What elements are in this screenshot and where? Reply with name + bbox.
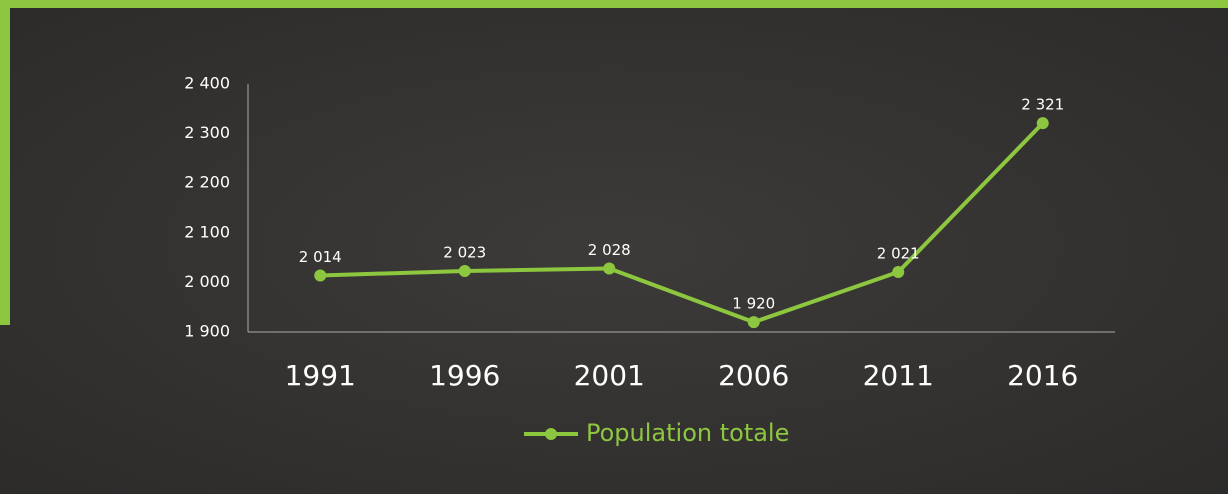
data-label: 2 028 [588,241,631,259]
x-tick-label: 1996 [429,359,500,392]
x-tick-label: 2011 [863,359,934,392]
data-point [748,316,760,328]
data-label: 1 920 [732,295,775,313]
y-tick-label: 2 100 [184,222,230,241]
x-tick-label: 2006 [718,359,789,392]
x-tick-label: 2016 [1007,359,1078,392]
data-label: 2 023 [443,243,486,261]
left-border [0,0,10,325]
y-tick-label: 2 300 [184,123,230,142]
x-tick-label: 2001 [574,359,645,392]
data-point [892,266,904,278]
legend-marker [545,428,557,440]
x-tick-label: 1991 [285,359,356,392]
y-tick-label: 2 400 [184,74,230,93]
data-point [459,265,471,277]
data-point [314,269,326,281]
chart: 1 900 2 000 2 100 2 200 2 300 2 400 1991 1996 20… [0,0,1228,494]
data-label: 2 321 [1021,96,1064,114]
data-label: 2 014 [299,248,342,266]
y-tick-label: 1 900 [184,322,230,341]
top-border [0,0,1228,8]
y-tick-label: 2 200 [184,173,230,192]
data-point [603,263,615,275]
page: 1 900 2 000 2 100 2 200 2 300 2 400 1991 1996 20… [0,0,1228,494]
y-tick-label: 2 000 [184,272,230,291]
legend-label: Population totale [586,419,789,447]
data-point [1037,117,1049,129]
data-label: 2 021 [877,244,920,262]
